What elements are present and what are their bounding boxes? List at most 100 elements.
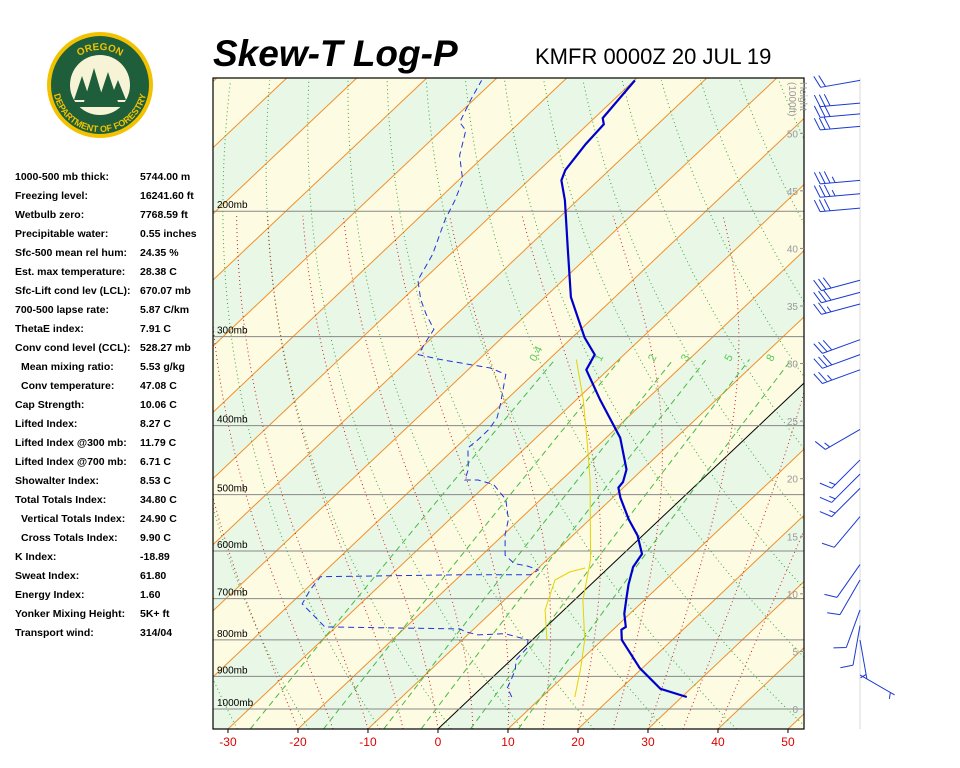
wind-barb [813,277,861,292]
dry-adiabat [213,505,310,729]
logo-top-path: OREGON [75,42,125,59]
mixing-ratio-label: 5 [722,352,735,363]
y-tick-label: 200mb [217,200,248,211]
stat-label: Transport wind: [15,627,94,639]
stat-label: K Index: [15,551,56,563]
stat-value: 0.55 inches [140,228,197,240]
isotherm [858,78,960,729]
isotherm [0,78,7,729]
isotherm [227,183,804,729]
stat-value: 8.27 C [140,418,171,430]
stat-value: 528.27 mb [140,342,191,354]
mixing-ratio-label: 1 [593,352,606,363]
dry-adiabat [386,80,666,729]
stat-label: Showalter Index: [15,475,99,487]
wind-barb [859,639,868,680]
wind-barb [833,609,861,649]
dry-adiabat [857,80,960,729]
isotherm [577,514,804,729]
stat-label: Cross Totals Index: [21,532,118,544]
mixing-ratio-label: 3 [679,352,692,363]
stat-value: 16241.60 ft [140,190,194,202]
y2-tick-label: 45 [787,187,799,198]
stat-label: Lifted Index @700 mb: [15,456,127,468]
wind-barb [813,75,861,88]
isotherm [647,580,804,729]
stat-value: 5.53 g/kg [140,361,185,373]
dry-adiabat [778,80,804,141]
isotherm [213,78,778,612]
wind-barb [819,473,861,503]
stat-label: Precipitable water: [15,228,108,240]
mixing-ratio-line [383,359,674,729]
stat-label: Conv cond level (CCL): [15,342,131,354]
moist-adiabat [302,215,439,729]
stat-label: Yonker Mixing Height: [15,608,125,620]
x-tick-label: -10 [359,735,377,749]
stats-table: 1000-500 mb thick: 5744.00 m Freezing leve… [15,171,197,639]
mixing-ratio-line [517,359,792,729]
isotherm-band [858,78,960,729]
wind-barb [827,579,861,616]
chart-subtitle: KMFR 0000Z 20 JUL 19 [535,44,771,69]
plot-data [301,79,688,699]
stat-label: 700-500 lapse rate: [15,304,109,316]
isotherm [787,713,804,729]
wind-barb [814,428,861,450]
y-tick-label: 600mb [217,540,248,551]
stat-label: Wetbulb zero: [15,209,84,221]
mixing-ratio-label: 8 [764,352,777,363]
y2-axis-label: Height [797,82,808,111]
sounding-line [560,79,688,699]
y-tick-label: 700mb [217,588,248,599]
moist-adiabat [682,390,804,729]
wind-barb [840,625,861,669]
logo-ground [72,102,128,107]
wind-barb [819,487,861,518]
stat-value: 47.08 C [140,380,177,392]
moist-adiabat [213,495,299,729]
stat-label: Sfc-500 mean rel hum: [15,247,127,259]
y2-axis-label: (1000ft) [786,82,797,116]
y2-tick-label: 35 [787,302,799,313]
stat-value: 6.71 C [140,456,171,468]
wind-barb [859,674,895,699]
isotherm [437,382,804,729]
dry-adiabat [818,80,960,729]
y2-tick-label: 30 [787,360,799,371]
plot-frame [212,77,805,730]
moist-adiabat [717,529,804,729]
wind-barb [824,564,861,598]
stat-value: 7768.59 ft [140,209,188,221]
isotherm [297,250,804,729]
y2-tick-label: 10 [787,590,799,601]
y2-tick-label: 5 [792,647,798,658]
stat-value: 9.90 C [140,532,171,544]
isotherm [507,448,804,729]
isotherm [213,78,708,546]
logo: OREGON DEPARTMENT OF FORESTRY [47,32,153,138]
stat-label: 1000-500 mb thick: [15,171,109,183]
stat-label: Total Totals Index: [15,494,106,506]
isotherm [213,117,804,678]
stat-value: -18.89 [140,551,170,563]
x-tick-label: -30 [219,735,237,749]
stat-value: 670.07 mb [140,285,191,297]
logo-trees [74,68,126,102]
stat-label: Conv temperature: [21,380,114,392]
wind-barb [813,369,861,384]
wind-barb [813,198,861,213]
stat-label: Energy Index: [15,589,84,601]
y2-tick-label: 25 [787,417,799,428]
stat-value: 28.38 C [140,266,177,278]
dry-adiabat [307,80,523,729]
isotherm [367,316,804,729]
moist-adiabat [213,320,334,729]
stat-value: 5K+ ft [140,608,170,620]
stat-value: 5.87 C/km [140,304,189,316]
y-tick-label: 900mb [217,665,248,676]
isotherm [213,78,428,281]
wind-barb [813,93,861,108]
stat-value: 314/04 [140,627,172,639]
